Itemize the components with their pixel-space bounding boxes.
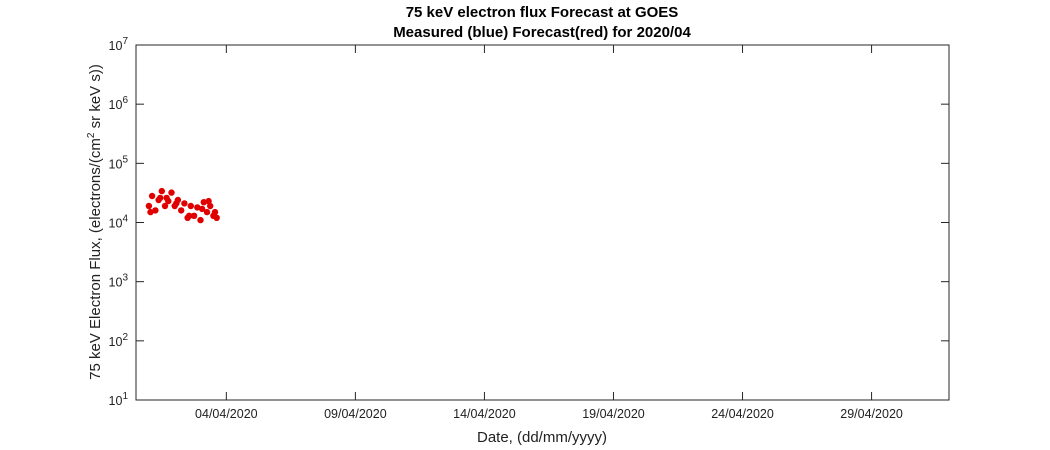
- x-tick-label: 24/04/2020: [711, 407, 774, 421]
- x-axis: 04/04/2020 09/04/2020 14/04/2020 19/04/2020…: [195, 45, 903, 421]
- y-tick-label: 103: [109, 273, 129, 290]
- data-point: [197, 216, 204, 224]
- data-point: [186, 212, 193, 219]
- data-point: [168, 189, 175, 196]
- data-point: [158, 187, 165, 195]
- chart-subtitle: Measured (blue) Forecast(red) for 2020/0…: [393, 24, 691, 41]
- data-point: [200, 199, 207, 206]
- plot-area: [135, 44, 950, 401]
- chart-title: 75 keV electron flux Forecast at GOES: [406, 4, 679, 21]
- x-tick-label: 29/04/2020: [840, 407, 903, 421]
- y-tick-label-exponent: 3: [122, 273, 128, 284]
- data-point: [187, 202, 194, 210]
- data-point: [147, 208, 154, 216]
- y-axis-label-suffix: sr keV s)): [87, 64, 104, 132]
- y-tick-label-exponent: 2: [122, 332, 128, 343]
- data-point: [213, 214, 220, 221]
- y-tick-label-base: 10: [109, 157, 123, 171]
- data-point: [181, 200, 188, 207]
- y-tick-label-base: 10: [109, 276, 123, 290]
- y-tick-label: 106: [109, 95, 129, 112]
- data-point: [145, 202, 153, 210]
- data-point: [173, 200, 180, 207]
- data-point: [207, 202, 214, 210]
- y-tick-label-exponent: 4: [122, 214, 128, 225]
- y-tick-label-base: 10: [109, 335, 123, 349]
- x-tick-label: 14/04/2020: [453, 407, 516, 421]
- y-tick-label-base: 10: [109, 394, 123, 408]
- y-tick-label-exponent: 6: [122, 95, 128, 106]
- data-point: [152, 207, 159, 214]
- y-tick-label-exponent: 5: [122, 154, 128, 165]
- y-tick-label-base: 10: [109, 39, 123, 53]
- data-point: [198, 205, 206, 213]
- data-point: [163, 194, 170, 202]
- y-tick-label-exponent: 7: [122, 36, 128, 47]
- x-tick-label: 09/04/2020: [324, 407, 387, 421]
- data-point: [211, 208, 219, 216]
- data-point: [205, 197, 212, 205]
- data-point: [157, 194, 164, 202]
- data-point: [190, 212, 198, 219]
- data-point: [203, 208, 211, 216]
- y-axis-label: 75 keV Electron Flux, (electrons/(cm2 sr…: [86, 64, 104, 380]
- y-tick-label: 102: [109, 332, 129, 349]
- y-tick-label: 104: [109, 214, 129, 231]
- data-point: [194, 204, 201, 211]
- data-point: [178, 207, 185, 214]
- y-axis-label-superscript: 2: [86, 132, 97, 138]
- y-tick-label: 107: [109, 36, 129, 53]
- y-tick-label: 105: [109, 154, 129, 171]
- data-point: [148, 192, 156, 200]
- y-axis-label-prefix: 75 keV Electron Flux, (electrons/(cm: [87, 138, 104, 380]
- data-series: [145, 187, 220, 224]
- x-tick-label: 19/04/2020: [582, 407, 645, 421]
- y-tick-label: 101: [109, 391, 129, 408]
- y-tick-label-exponent: 1: [122, 391, 128, 402]
- y-tick-label-base: 10: [109, 98, 123, 112]
- data-point: [161, 202, 169, 210]
- x-axis-label: Date, (dd/mm/yyyy): [477, 429, 607, 446]
- y-tick-label-base: 10: [109, 217, 123, 231]
- x-tick-label: 04/04/2020: [195, 407, 258, 421]
